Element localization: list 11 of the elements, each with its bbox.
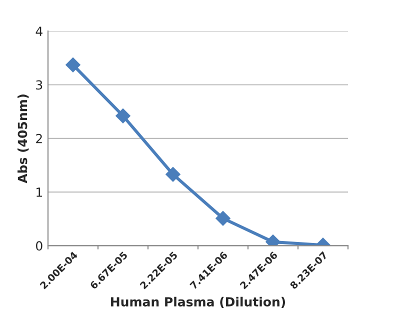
- y-tick-label: 0: [36, 241, 42, 251]
- y-tick-label: 2: [36, 134, 42, 144]
- point: [166, 166, 180, 182]
- y-tick-label: 3: [36, 80, 42, 90]
- point: [116, 108, 130, 124]
- y-tick-label: 4: [36, 26, 42, 36]
- point: [216, 210, 230, 226]
- point: [66, 58, 80, 72]
- y-tick-label: 1: [36, 188, 42, 197]
- x-axis-title: Human Plasma (Dilution): [111, 296, 286, 308]
- y-axis-title: Abs (405nm): [18, 94, 29, 184]
